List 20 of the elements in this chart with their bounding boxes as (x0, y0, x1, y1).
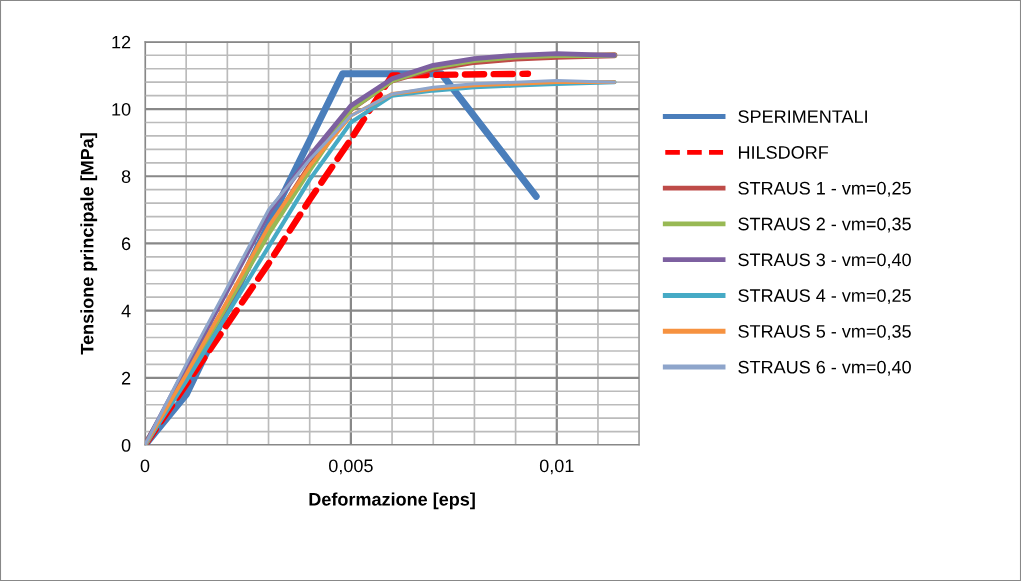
x-tick-label: 0,005 (329, 459, 373, 475)
y-axis-title: Tensione principale [MPa] (80, 133, 98, 355)
y-tick-label: 6 (121, 237, 131, 251)
y-tick-label: 2 (121, 371, 131, 385)
legend-label: HILSDORF (738, 146, 829, 159)
legend-label: STRAUS 4 - vm=0,25 (738, 289, 911, 305)
legend-label: STRAUS 1 - vm=0,25 (738, 181, 911, 197)
y-tick-label: 0 (121, 438, 131, 452)
legend-label: STRAUS 5 - vm=0,35 (738, 324, 911, 340)
y-tick-label: 10 (112, 102, 131, 116)
y-tick-label: 12 (112, 35, 131, 49)
legend-label: STRAUS 2 - vm=0,35 (738, 217, 911, 233)
x-tick-label: 0,01 (539, 459, 574, 475)
x-axis-title: Deformazione [eps] (309, 492, 475, 510)
x-tick-label: 0 (140, 459, 150, 473)
legend-label: STRAUS 3 - vm=0,40 (738, 253, 911, 269)
legend-label: STRAUS 6 - vm=0,40 (738, 360, 911, 376)
legend-label: SPERIMENTALI (738, 110, 867, 124)
y-tick-label: 4 (121, 304, 131, 318)
y-tick-label: 8 (121, 170, 131, 183)
